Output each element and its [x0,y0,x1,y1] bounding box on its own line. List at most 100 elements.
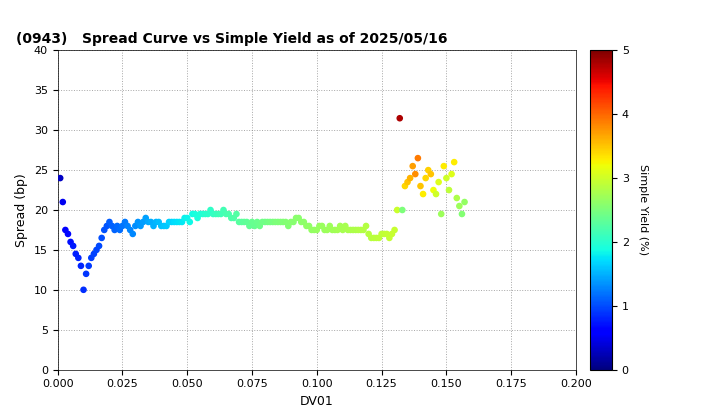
Point [277,218,289,225]
Point [158,223,170,229]
Point [189,210,201,217]
Point [145,218,157,225]
Point [174,218,185,225]
Point [114,226,125,233]
Point [107,223,118,229]
Point [120,218,131,225]
Point [204,207,216,213]
Point [101,223,112,229]
Point [215,210,227,217]
Point [360,223,372,229]
Point [288,218,300,225]
Point [366,234,377,241]
Point [431,191,442,197]
Point [394,115,405,121]
Point [65,239,76,245]
Point [117,223,128,229]
Point [397,207,408,213]
Point [386,231,397,237]
X-axis label: DV01: DV01 [300,395,333,408]
Point [228,215,240,221]
Text: (0943)   Spread Curve vs Simple Yield as of 2025/05/16: (0943) Spread Curve vs Simple Yield as o… [16,32,448,47]
Point [441,175,452,181]
Point [454,202,465,209]
Point [60,226,71,233]
Point [192,215,203,221]
Point [171,218,183,225]
Point [459,199,470,205]
Point [233,218,245,225]
Point [57,199,68,205]
Point [86,255,97,261]
Point [256,218,268,225]
Point [127,231,138,237]
Point [259,218,271,225]
Point [347,226,359,233]
Point [122,223,133,229]
Point [295,218,307,225]
Point [249,223,261,229]
Point [225,215,237,221]
Point [212,210,224,217]
Point [96,234,107,241]
Point [282,223,294,229]
Point [138,218,149,225]
Point [381,231,392,237]
Point [140,215,151,221]
Point [68,242,79,249]
Point [161,223,172,229]
Point [176,218,188,225]
Point [197,210,209,217]
Point [301,223,312,229]
Point [303,223,315,229]
Point [379,231,390,237]
Point [285,218,297,225]
Point [220,210,232,217]
Point [78,286,89,293]
Point [236,218,248,225]
Point [389,226,400,233]
Point [148,223,159,229]
Point [143,218,154,225]
Point [262,218,274,225]
Point [334,223,346,229]
Point [186,210,198,217]
Point [345,226,356,233]
Point [384,234,395,241]
Point [451,194,462,201]
Point [275,218,287,225]
Point [246,218,258,225]
Point [130,223,141,229]
Point [446,171,457,177]
Point [316,223,328,229]
Point [306,226,318,233]
Point [179,215,190,221]
Point [420,175,431,181]
Point [311,226,323,233]
Point [314,223,325,229]
Y-axis label: Simple Yield (%): Simple Yield (%) [639,165,648,255]
Point [449,159,460,165]
Point [269,218,281,225]
Point [135,223,146,229]
Point [104,218,115,225]
Point [254,223,266,229]
Point [223,210,235,217]
Point [109,226,120,233]
Point [392,207,403,213]
Point [418,191,429,197]
Point [166,218,177,225]
Point [405,175,416,181]
Point [308,226,320,233]
Point [112,223,123,229]
Point [444,186,455,193]
Point [353,226,364,233]
Point [433,178,444,185]
Point [399,183,410,189]
Point [153,218,164,225]
Point [202,210,214,217]
Point [94,242,105,249]
Point [99,226,110,233]
Point [423,167,434,173]
Point [83,262,94,269]
